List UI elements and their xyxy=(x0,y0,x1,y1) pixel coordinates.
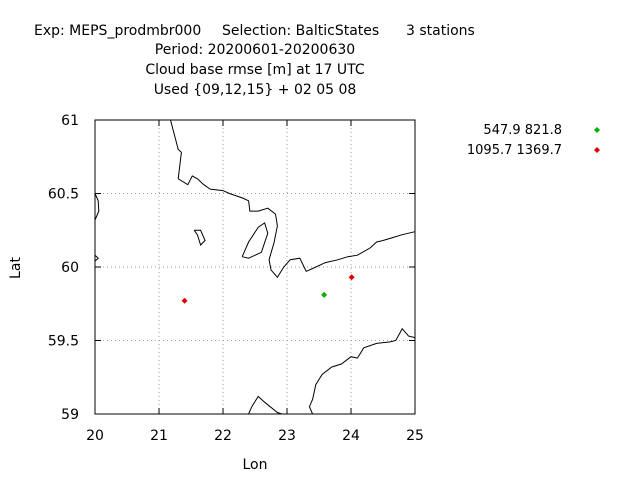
title-period: Period: 20200601-20200630 xyxy=(155,42,355,58)
coastline xyxy=(94,254,99,262)
x-tick-label: 25 xyxy=(406,428,424,444)
x-tick-label: 20 xyxy=(86,428,104,444)
title-variable: Cloud base rmse [m] at 17 UTC xyxy=(145,62,365,78)
station-point xyxy=(348,274,355,281)
station-point xyxy=(321,291,328,298)
x-axis-label: Lon xyxy=(243,457,268,473)
legend-marker xyxy=(594,127,600,133)
coastline xyxy=(241,222,269,259)
title-experiment: Exp: MEPS_prodmbr000 xyxy=(34,23,201,39)
x-tick-label: 21 xyxy=(150,428,168,444)
coastline xyxy=(308,327,416,415)
station-point xyxy=(181,297,188,304)
legend-marker xyxy=(594,147,600,153)
title-used: Used {09,12,15} + 02 05 08 xyxy=(154,82,357,98)
coastline xyxy=(248,395,283,415)
x-tick-label: 23 xyxy=(278,428,296,444)
title-stations: 3 stations xyxy=(406,23,475,39)
coastline xyxy=(170,119,416,279)
axis-ticks: 20 21 22 23 24 25 59 59.5 60 60.5 61 xyxy=(48,113,424,444)
y-tick-label: 59 xyxy=(61,407,79,423)
legend: 547.9 821.8 1095.7 1369.7 xyxy=(467,123,600,158)
y-tick-label: 61 xyxy=(61,113,79,129)
coastline-map xyxy=(94,119,416,415)
y-tick-label: 59.5 xyxy=(48,334,79,350)
grid xyxy=(95,120,415,414)
legend-label: 1095.7 1369.7 xyxy=(467,143,562,158)
title-selection: Selection: BalticStates xyxy=(222,23,379,39)
x-tick-label: 24 xyxy=(342,428,360,444)
coastline xyxy=(193,229,206,246)
y-axis-label: Lat xyxy=(8,257,24,279)
x-tick-label: 22 xyxy=(214,428,232,444)
coastline xyxy=(94,193,100,221)
y-tick-label: 60.5 xyxy=(48,187,79,203)
y-tick-label: 60 xyxy=(61,260,79,276)
legend-label: 547.9 821.8 xyxy=(483,123,562,138)
data-points xyxy=(181,274,355,304)
